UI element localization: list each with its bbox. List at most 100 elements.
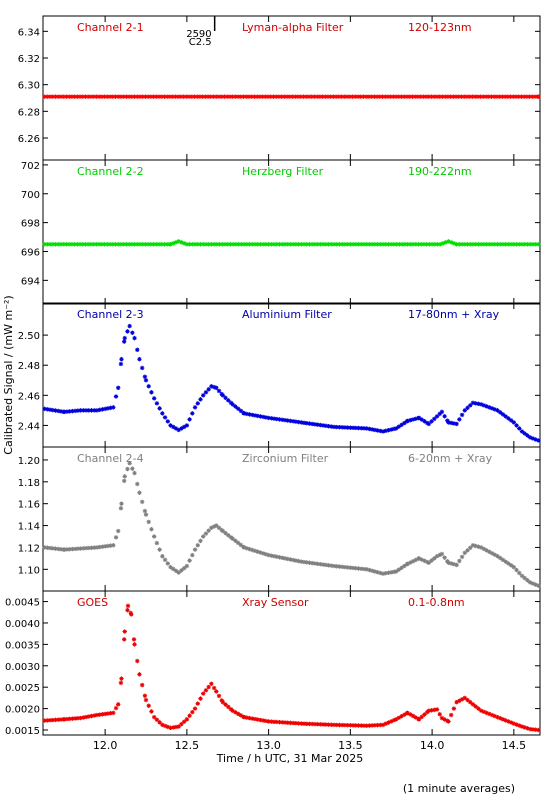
data-point	[122, 335, 127, 341]
data-point	[285, 418, 290, 423]
data-point	[121, 637, 127, 642]
data-point	[137, 94, 143, 99]
data-point	[62, 717, 67, 722]
data-point	[402, 420, 407, 426]
data-point	[154, 540, 160, 546]
data-point	[135, 481, 140, 487]
data-point	[151, 714, 157, 720]
data-point	[118, 361, 124, 367]
data-point	[290, 94, 295, 99]
data-point	[184, 94, 189, 99]
data-point	[165, 419, 170, 424]
data-point	[78, 715, 83, 721]
data-point	[378, 428, 383, 434]
data-point	[206, 528, 211, 533]
data-point	[88, 242, 94, 247]
data-point	[359, 566, 364, 571]
data-point	[88, 94, 94, 99]
band-label: 190-222nm	[408, 165, 472, 178]
data-point	[239, 242, 244, 247]
data-point	[511, 242, 517, 247]
data-point	[203, 242, 209, 247]
data-point	[216, 693, 222, 699]
data-point	[165, 94, 170, 99]
data-point	[198, 696, 203, 701]
data-point	[255, 549, 260, 554]
data-point	[195, 701, 200, 706]
data-point	[78, 546, 83, 551]
data-point	[301, 242, 307, 247]
y-tick-label: 694	[21, 276, 40, 287]
data-point	[75, 546, 81, 551]
filter-label: Xray Sensor	[242, 596, 309, 609]
data-point	[334, 564, 339, 569]
data-point	[58, 409, 64, 414]
data-point	[505, 94, 511, 99]
y-tick-label: 0.0025	[5, 683, 40, 694]
data-point	[432, 416, 437, 422]
data-point	[108, 711, 113, 716]
data-point	[419, 557, 424, 562]
data-point	[348, 723, 353, 728]
data-point	[77, 94, 83, 99]
data-point	[440, 94, 445, 99]
data-point	[522, 242, 527, 247]
data-point	[293, 419, 299, 424]
data-point	[126, 242, 132, 247]
data-point	[225, 242, 230, 247]
data-point	[432, 94, 437, 99]
data-point	[226, 533, 231, 538]
data-point	[151, 94, 156, 99]
data-point	[470, 94, 475, 99]
data-point	[380, 94, 385, 99]
data-point	[439, 409, 445, 415]
data-point	[181, 424, 187, 430]
data-point	[468, 403, 473, 408]
data-point	[108, 405, 113, 411]
data-point	[241, 545, 247, 550]
y-tick-label: 6.34	[18, 27, 40, 38]
data-point	[320, 722, 326, 727]
data-point	[223, 702, 228, 707]
data-point	[91, 94, 96, 99]
data-point	[408, 242, 413, 247]
data-point	[173, 724, 179, 730]
data-point	[47, 545, 53, 551]
data-point	[484, 548, 489, 553]
data-point	[75, 242, 80, 247]
data-point	[53, 717, 58, 723]
data-point	[203, 688, 209, 693]
data-point	[492, 407, 497, 412]
data-point	[372, 427, 378, 433]
data-point	[47, 718, 53, 723]
data-point	[506, 416, 511, 421]
data-point	[358, 94, 363, 99]
data-point	[260, 94, 265, 99]
data-point	[500, 94, 505, 99]
data-point	[187, 417, 192, 422]
y-tick-label: 0.0035	[5, 640, 40, 651]
data-point	[241, 714, 247, 720]
data-point	[353, 94, 358, 99]
data-point	[181, 719, 187, 724]
data-point	[119, 501, 124, 506]
data-point	[413, 715, 418, 720]
data-point	[462, 94, 467, 99]
data-point	[487, 711, 492, 717]
y-tick-label: 6.32	[18, 54, 40, 65]
data-point	[331, 94, 336, 99]
data-point	[83, 545, 89, 551]
data-point	[391, 94, 396, 99]
data-point	[266, 415, 271, 421]
data-point	[465, 548, 470, 553]
data-point	[299, 242, 304, 247]
data-point	[282, 556, 288, 561]
panel-frame	[42, 159, 541, 305]
data-point	[99, 242, 105, 247]
data-point	[263, 415, 269, 420]
data-point	[99, 94, 105, 99]
data-point	[506, 561, 511, 566]
data-point	[111, 405, 116, 410]
data-point	[192, 94, 197, 99]
data-point	[121, 478, 127, 484]
